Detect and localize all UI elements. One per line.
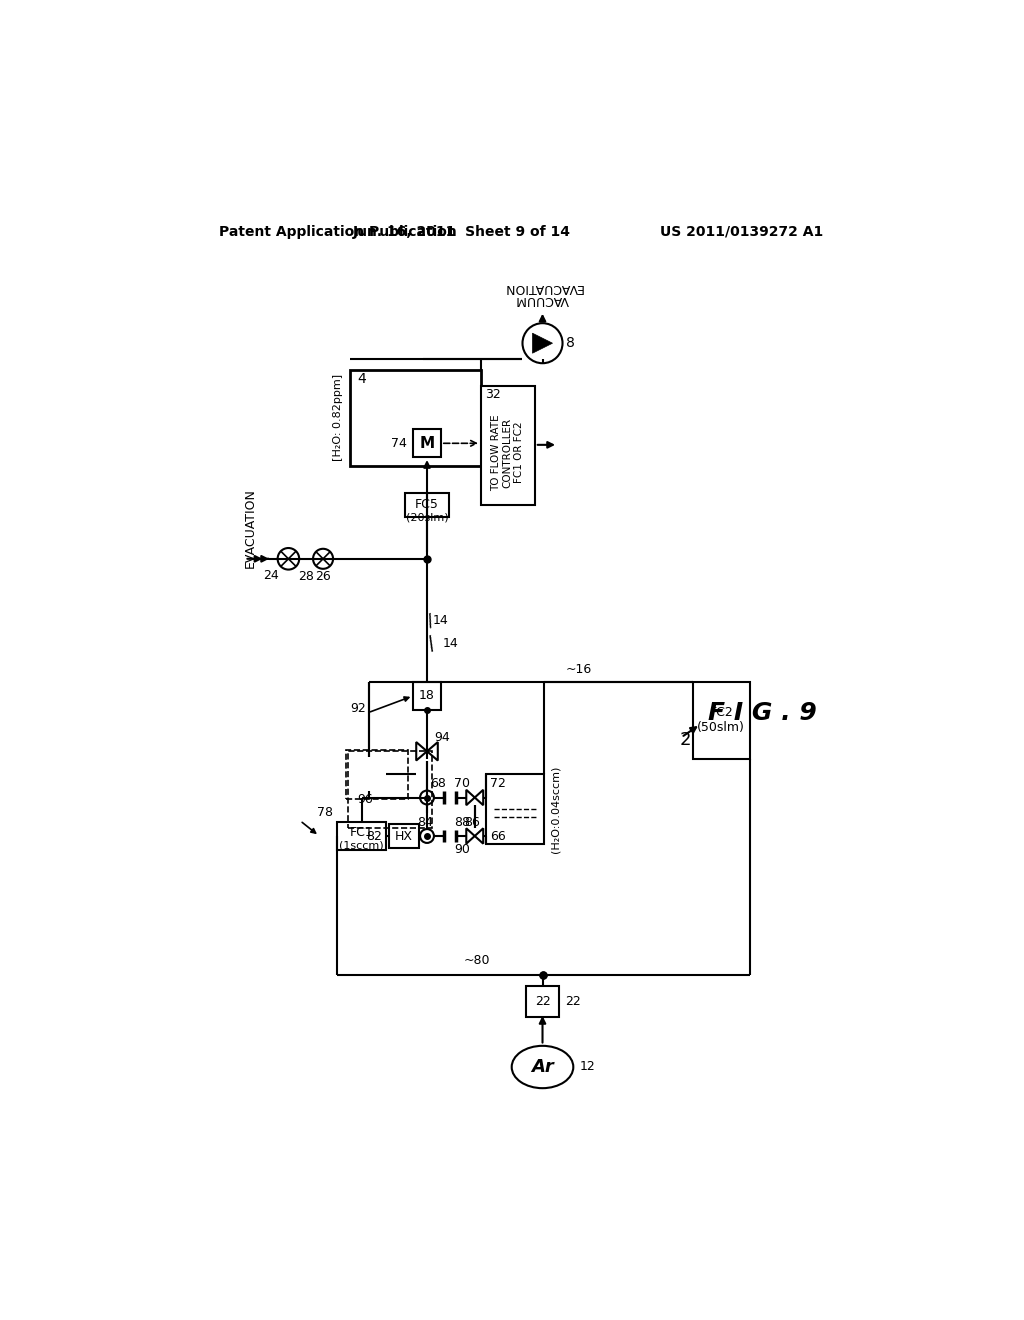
Text: /: / xyxy=(425,611,437,630)
Polygon shape xyxy=(416,742,427,760)
Text: (H₂O:0.04sccm): (H₂O:0.04sccm) xyxy=(550,766,560,853)
Circle shape xyxy=(420,791,434,804)
Text: HX: HX xyxy=(395,829,413,842)
Bar xyxy=(525,986,559,1016)
Text: 4: 4 xyxy=(357,372,367,387)
Text: 18: 18 xyxy=(419,689,435,702)
Text: 72: 72 xyxy=(490,777,506,791)
Circle shape xyxy=(352,758,386,792)
Bar xyxy=(413,682,441,710)
Text: 32: 32 xyxy=(484,388,501,401)
Text: Patent Application Publication: Patent Application Publication xyxy=(219,224,457,239)
Text: 12: 12 xyxy=(580,1060,595,1073)
Text: ~80: ~80 xyxy=(464,954,490,968)
Polygon shape xyxy=(360,766,378,783)
Text: 84: 84 xyxy=(418,816,433,829)
Text: ~16: ~16 xyxy=(565,663,592,676)
Text: US 2011/0139272 A1: US 2011/0139272 A1 xyxy=(660,224,823,239)
Text: 66: 66 xyxy=(490,829,506,842)
Text: 22: 22 xyxy=(565,995,582,1008)
Text: 96: 96 xyxy=(357,792,374,805)
Bar xyxy=(350,370,481,466)
Text: 8: 8 xyxy=(566,337,574,350)
Text: 88: 88 xyxy=(454,816,470,829)
Text: 78: 78 xyxy=(316,807,333,820)
Text: 94: 94 xyxy=(434,731,451,744)
Text: 22: 22 xyxy=(535,995,550,1008)
Text: EVACUATION: EVACUATION xyxy=(244,488,256,568)
Circle shape xyxy=(278,548,299,570)
Bar xyxy=(346,750,408,799)
Text: [H₂O: 0.82ppm]: [H₂O: 0.82ppm] xyxy=(334,375,343,462)
Text: (1sccm): (1sccm) xyxy=(339,841,384,850)
Ellipse shape xyxy=(512,1045,573,1088)
Bar xyxy=(406,492,449,517)
Text: EVACUATION: EVACUATION xyxy=(503,281,583,294)
Text: /: / xyxy=(425,634,438,653)
Text: FC5: FC5 xyxy=(415,499,439,511)
Bar xyxy=(481,385,535,506)
Text: 68: 68 xyxy=(430,777,446,791)
Text: M: M xyxy=(420,436,434,451)
Polygon shape xyxy=(532,333,553,354)
Circle shape xyxy=(522,323,562,363)
Text: 82: 82 xyxy=(367,829,382,842)
Circle shape xyxy=(420,829,434,843)
Text: 24: 24 xyxy=(263,569,280,582)
Polygon shape xyxy=(475,829,483,843)
Text: FC2
(50slm): FC2 (50slm) xyxy=(697,706,745,734)
Text: 74: 74 xyxy=(391,437,407,450)
Bar xyxy=(337,822,386,850)
Text: (20slm): (20slm) xyxy=(406,513,449,523)
Text: 92: 92 xyxy=(350,702,366,715)
Bar xyxy=(486,775,544,843)
Bar xyxy=(348,751,432,829)
Text: VACUUM: VACUUM xyxy=(516,293,569,306)
Bar xyxy=(413,429,441,457)
Bar xyxy=(692,682,751,759)
Text: 14: 14 xyxy=(442,638,458,649)
Text: 28: 28 xyxy=(298,570,314,583)
Text: 14: 14 xyxy=(433,614,449,627)
Text: 2: 2 xyxy=(679,731,691,748)
Text: FC1: FC1 xyxy=(349,825,374,838)
Text: 86: 86 xyxy=(465,816,480,829)
Polygon shape xyxy=(466,829,475,843)
Text: TO FLOW RATE
CONTROLLER
FC1 OR FC2: TO FLOW RATE CONTROLLER FC1 OR FC2 xyxy=(492,414,524,491)
Text: F I G . 9: F I G . 9 xyxy=(708,701,816,725)
Text: Ar: Ar xyxy=(531,1059,554,1076)
Text: 90: 90 xyxy=(454,843,470,857)
Text: 70: 70 xyxy=(454,777,470,791)
Polygon shape xyxy=(427,742,438,760)
Polygon shape xyxy=(466,789,475,805)
Bar xyxy=(388,824,419,849)
Text: Jun. 16, 2011  Sheet 9 of 14: Jun. 16, 2011 Sheet 9 of 14 xyxy=(352,224,570,239)
Polygon shape xyxy=(475,789,483,805)
Circle shape xyxy=(313,549,333,569)
Text: 26: 26 xyxy=(315,570,331,583)
